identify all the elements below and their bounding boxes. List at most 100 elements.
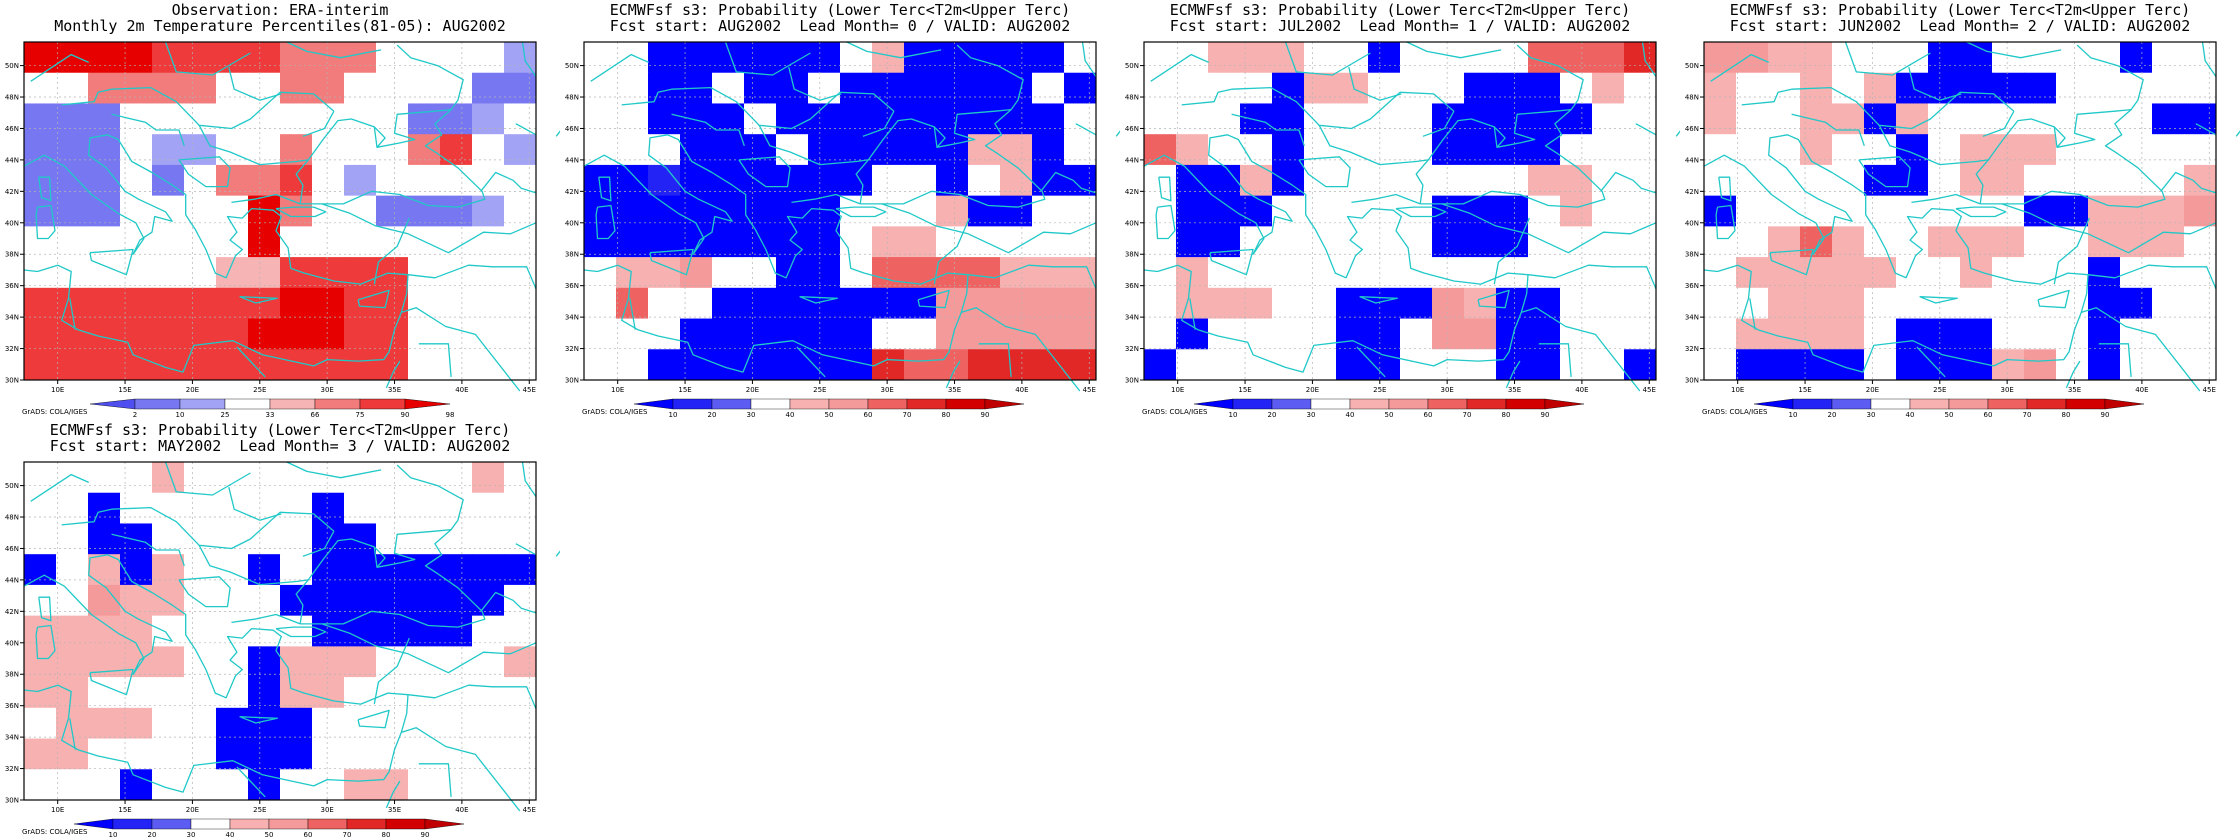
coastline	[302, 110, 335, 137]
panel-3: ECMWFsf s3: Probability (Lower Terc<T2m<…	[1120, 0, 1680, 420]
coastline	[418, 763, 452, 797]
grid-cell	[312, 554, 345, 586]
grid-cell	[440, 318, 473, 350]
coastline	[855, 108, 1046, 208]
grid-cell	[376, 72, 409, 104]
grid-cell	[472, 164, 505, 197]
coastline	[1703, 134, 2089, 373]
grid-cell	[1928, 103, 1961, 135]
grid-cell	[376, 103, 409, 135]
grid-cell	[1560, 134, 1593, 166]
grid-cell	[152, 615, 185, 647]
grid-cell	[24, 349, 57, 381]
colorbar-label: 40	[786, 411, 795, 419]
coastline	[89, 668, 134, 696]
panel-title: ECMWFsf s3: Probability (Lower Terc<T2m<…	[1169, 1, 1631, 19]
y-tick-label: 46N	[5, 545, 19, 553]
plot-frame	[583, 41, 1097, 381]
colorbar-segment	[307, 818, 348, 830]
grid-cell	[280, 164, 313, 197]
grid-cell	[472, 287, 505, 320]
grid-cell	[840, 164, 873, 197]
y-tick-label: 50N	[5, 482, 19, 490]
grid-cell	[1272, 349, 1305, 381]
grid-cell	[184, 226, 217, 258]
grid-cell	[1400, 318, 1433, 350]
grid-cell	[280, 318, 313, 350]
grid-cell	[1208, 287, 1241, 320]
grid-cell	[1064, 318, 1097, 350]
grid-cell	[1208, 103, 1241, 135]
grid-cell	[1624, 134, 1657, 166]
coastline	[595, 204, 616, 240]
grid-cell	[280, 492, 313, 524]
colorbar-label: 66	[311, 411, 320, 419]
coastline	[228, 487, 282, 521]
grid-cell	[1560, 287, 1593, 320]
grid-cell	[904, 349, 937, 381]
coastline	[1209, 248, 1254, 276]
colorbar-label: 10	[176, 411, 185, 419]
grid-cell	[120, 195, 153, 227]
y-tick-label: 36N	[565, 282, 579, 290]
colorbar-segment	[89, 398, 136, 410]
grid-cell	[344, 707, 377, 740]
grid-cell	[1400, 42, 1433, 74]
grid-cell	[1064, 103, 1097, 135]
y-tick-label: 40N	[1685, 219, 1699, 227]
grads-credit: GrADS: COLA/IGES	[1142, 408, 1208, 416]
grid-cell	[1864, 349, 1897, 381]
grid-cell	[120, 287, 153, 320]
grid-cell	[152, 677, 185, 709]
x-tick-label: 20E	[186, 386, 199, 394]
grid-cell	[248, 164, 281, 197]
grid-cell	[1304, 349, 1337, 381]
x-tick-label: 15E	[118, 386, 131, 394]
y-tick-label: 44N	[565, 156, 579, 164]
coastline	[373, 546, 386, 568]
grid-cell	[1800, 195, 1833, 227]
colorbar-label: 60	[1424, 411, 1433, 419]
grid-cell	[936, 195, 969, 227]
x-tick-label: 30E	[320, 806, 333, 814]
grid-cell	[24, 769, 57, 801]
grid-cell	[152, 738, 185, 770]
grid-cell	[1864, 72, 1897, 104]
grid-cell	[1272, 318, 1305, 350]
colorbar-segment	[359, 398, 406, 410]
grid-cell	[1240, 103, 1273, 135]
grid-cell	[744, 195, 777, 227]
grid-cell	[2088, 349, 2121, 381]
grid-cell	[1144, 134, 1177, 166]
grid-cell	[376, 554, 409, 586]
coastline	[1878, 124, 1989, 166]
grid-cell	[88, 164, 121, 197]
grid-cell	[616, 226, 649, 258]
grid-cell	[2024, 72, 2057, 104]
grid-cell	[216, 738, 249, 770]
coastline	[236, 766, 266, 798]
grid-cell	[216, 584, 249, 617]
grid-cell	[1992, 257, 2025, 289]
x-tick-label: 15E	[118, 806, 131, 814]
grid-cell	[744, 257, 777, 289]
y-tick-label: 40N	[5, 219, 19, 227]
grid-cell	[1832, 287, 1865, 320]
grid-cell	[1432, 349, 1465, 381]
grid-cell	[1032, 318, 1065, 350]
grid-cell	[408, 257, 441, 289]
grid-cell	[584, 42, 617, 74]
grid-cell	[88, 462, 121, 494]
grid-cell	[1592, 164, 1625, 197]
grid-cell	[24, 707, 57, 740]
grid-cell	[24, 462, 57, 494]
coastline	[724, 41, 811, 76]
grid-cell	[1304, 257, 1337, 289]
grid-cell	[312, 584, 345, 617]
grid-cell	[1992, 349, 2025, 381]
grid-cell	[408, 42, 441, 74]
grid-cell	[440, 103, 473, 135]
grid-cell	[88, 42, 121, 74]
grid-cell	[376, 584, 409, 617]
grid-cell	[1528, 318, 1561, 350]
